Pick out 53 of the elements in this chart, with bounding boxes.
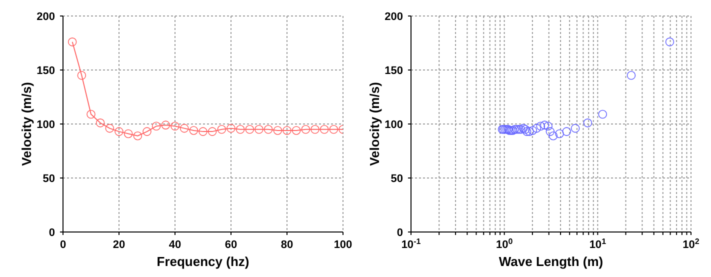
- point: [254, 125, 264, 134]
- point: [124, 129, 133, 138]
- x-tick-label: 10$^{2}$: [682, 236, 700, 251]
- point: [320, 125, 329, 134]
- y-axis-title: Velocity (m/s): [18, 82, 34, 166]
- point: [180, 124, 189, 133]
- x-tick-label: 10$^{-1}$: [401, 236, 422, 251]
- x-tick-label: 100: [334, 239, 352, 251]
- point: [273, 126, 282, 135]
- y-axis-title: Velocity (m/s): [366, 82, 382, 166]
- point: [282, 126, 292, 135]
- point: [105, 124, 114, 133]
- y-tick-label: 50: [390, 173, 403, 185]
- point: [226, 124, 236, 133]
- x-tick-label: 40: [168, 239, 182, 251]
- point: [198, 127, 208, 136]
- y-tick-label: 0: [396, 227, 403, 239]
- point: [86, 110, 96, 119]
- point: [301, 125, 310, 134]
- y-tick-label: 100: [36, 119, 55, 131]
- point: [329, 125, 338, 134]
- point: [208, 127, 217, 136]
- y-tick-label: 0: [48, 227, 55, 239]
- x-tick-label: 0: [60, 239, 66, 251]
- x-tick-label: 60: [224, 239, 238, 251]
- y-tick-label: 150: [36, 65, 55, 77]
- x-tick-label: 10$^{1}$: [589, 236, 607, 251]
- x-tick-label: 10$^{0}$: [496, 236, 514, 251]
- point: [189, 126, 198, 135]
- point: [170, 122, 180, 131]
- point: [77, 71, 86, 80]
- y-tick-label: 100: [384, 119, 403, 131]
- point: [152, 122, 161, 131]
- point: [114, 127, 124, 136]
- point: [310, 125, 320, 134]
- y-tick-label: 50: [42, 173, 55, 185]
- y-tick-label: 200: [384, 11, 403, 23]
- y-tick-label: 200: [36, 11, 55, 23]
- point: [68, 38, 77, 46]
- point: [264, 125, 273, 134]
- point: [245, 125, 254, 134]
- x-tick-label: 80: [280, 239, 294, 251]
- point: [236, 125, 245, 134]
- x-axis-title: Frequency (hz): [156, 254, 250, 269]
- point: [217, 125, 226, 134]
- y-tick-label: 150: [384, 65, 403, 77]
- point: [142, 127, 152, 136]
- x-axis-title: Wave Length (m): [498, 254, 604, 269]
- point: [96, 118, 105, 128]
- point: [161, 120, 170, 130]
- point: [133, 131, 142, 140]
- point: [292, 126, 301, 135]
- x-tick-label: 20: [112, 239, 126, 251]
